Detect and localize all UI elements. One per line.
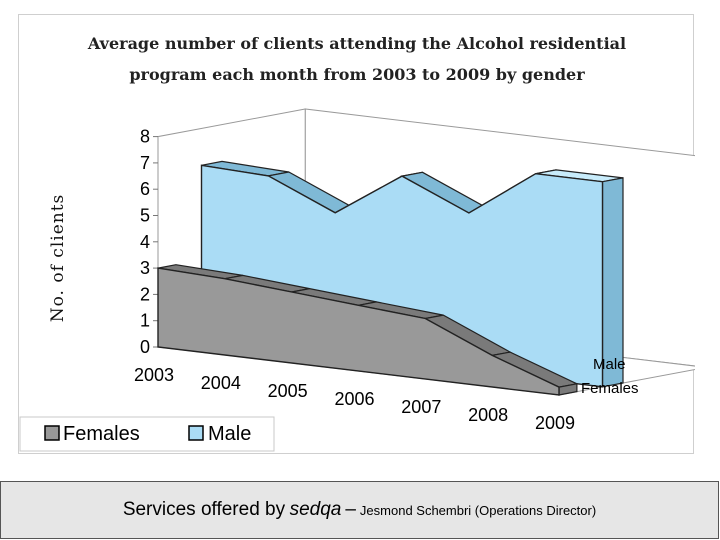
depth-label-females: Females [581,380,639,397]
x-tick-label: 2005 [268,381,308,401]
y-tick-label: 6 [140,179,150,199]
x-tick-label: 2007 [401,397,441,417]
legend-box [19,416,275,452]
legend-swatch-male [188,425,204,441]
footer-brand: sedqa [289,499,342,520]
legend-swatch-females [44,425,60,441]
footer-bar: Services offered by sedqa – Jesmond Schemb… [0,481,719,539]
y-tick-label: 0 [140,337,150,357]
y-tick-label: 2 [140,284,150,304]
y-axis-label: No. of clients [48,194,68,323]
y-tick-label: 5 [140,206,150,226]
x-tick-label: 2004 [201,373,241,393]
chart-frame: Average number of clients attending the … [18,14,695,454]
footer-person: Jesmond Schembri (Operations Director) [359,502,597,518]
x-tick-label: 2003 [134,365,174,385]
legend-label-male: Male [208,423,251,445]
legend-label-females: Females [63,423,140,445]
depth-label-male: Male [593,356,626,373]
series-females-front-face [157,267,560,396]
y-tick-label: 4 [140,232,150,252]
y-tick-label: 8 [140,127,150,147]
x-tick-label: 2008 [468,405,508,425]
y-tick-label: 3 [140,258,150,278]
x-tick-label: 2006 [334,389,374,409]
y-tick-label: 7 [140,153,150,173]
footer-text: Services offered by [122,499,286,520]
x-tick-label: 2009 [535,413,575,433]
y-tick-label: 1 [140,311,150,331]
chart-title-line: Average number of clients attending the … [87,34,626,53]
chart-title-line: program each month from 2003 to 2009 by … [129,65,585,84]
footer-dash: – [345,499,356,520]
area-chart-3d: Average number of clients attending the … [19,34,695,452]
